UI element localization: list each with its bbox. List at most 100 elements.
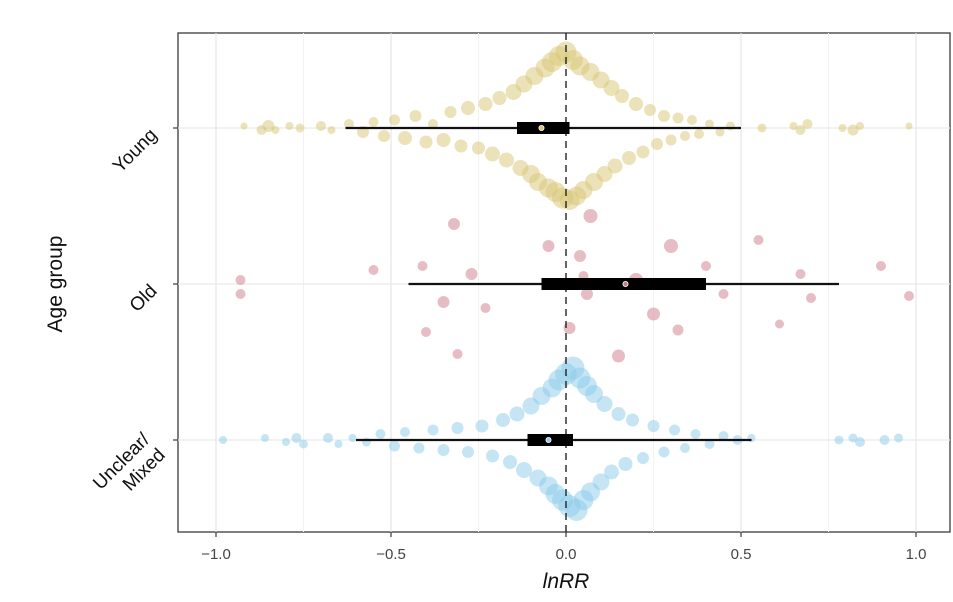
x-tick-label: −0.5 [376,546,406,563]
data-point [444,106,457,118]
data-point [838,124,847,132]
x-tick-label: 1.0 [906,546,927,563]
data-point [271,126,280,134]
data-point [905,122,913,130]
data-point [604,464,619,480]
data-point [295,123,305,133]
data-point [348,434,357,442]
data-point [485,146,500,162]
category-label: Old [126,281,162,317]
data-point [486,449,499,463]
data-point [499,152,514,168]
data-point [687,115,697,125]
data-point [701,261,711,271]
data-point [651,138,663,150]
data-point [389,114,400,126]
data-point [398,131,412,145]
data-point [400,427,410,437]
data-point [327,126,336,134]
data-point [607,158,623,174]
data-point [472,141,485,155]
data-point [596,396,613,412]
data-point [291,433,302,443]
data-point [478,97,493,111]
x-tick-label: −1.0 [201,546,231,563]
data-point [592,473,610,491]
points-layer [219,41,914,521]
data-point [894,433,903,443]
data-point [299,439,308,449]
data-point [362,437,371,447]
x-axis-title: lnRR [543,570,590,593]
data-point [262,120,275,132]
data-point [378,130,390,142]
data-point [753,235,764,245]
data-point [509,406,525,422]
data-point [795,269,806,279]
data-point [664,239,678,253]
y-axis-title: Age group [44,236,67,333]
data-point [465,268,478,280]
data-point [437,296,450,308]
data-point [235,275,246,285]
data-point [847,124,859,136]
data-point [647,307,660,321]
data-point [611,407,626,421]
data-point [658,110,670,122]
data-point [344,119,354,129]
data-point [665,134,677,146]
data-point [705,119,714,129]
data-point [603,80,620,96]
data-point [574,250,586,262]
data-point [462,446,474,458]
data-point [542,240,555,252]
data-point [261,434,269,442]
data-point [672,112,684,124]
data-point [680,443,690,453]
category-label: Young [109,125,161,177]
data-point [855,437,865,447]
data-point [583,209,598,223]
data-point [644,104,656,116]
data-point [492,91,507,105]
data-point [282,438,290,446]
data-point [496,413,510,427]
data-point [802,119,813,129]
data-point [669,424,680,436]
data-point [235,289,246,299]
x-tick-label: 0.5 [731,546,752,563]
data-point [516,462,532,478]
data-point [879,435,890,445]
data-point [718,431,729,441]
data-point [690,429,701,439]
data-point [448,218,460,230]
data-point [323,433,333,443]
data-point [503,455,517,469]
data-point [806,293,816,303]
data-point [452,349,463,359]
data-point [658,446,670,458]
data-point [585,385,603,403]
data-point [636,145,650,159]
data-point [368,117,379,127]
data-point [413,442,425,454]
data-point [629,97,643,111]
data-point [615,89,629,103]
data-point [219,436,227,444]
data-point [622,151,636,165]
data-point [427,424,439,436]
data-point [626,413,639,427]
data-point [451,422,464,434]
data-point [715,127,725,137]
data-point [834,435,844,445]
data-point [417,261,428,271]
data-point [316,121,326,131]
data-point [672,324,684,336]
data-point [581,288,593,300]
data-point [637,452,649,464]
data-point [436,133,451,147]
data-point [428,119,438,129]
data-point [334,440,343,448]
data-point [757,123,767,133]
